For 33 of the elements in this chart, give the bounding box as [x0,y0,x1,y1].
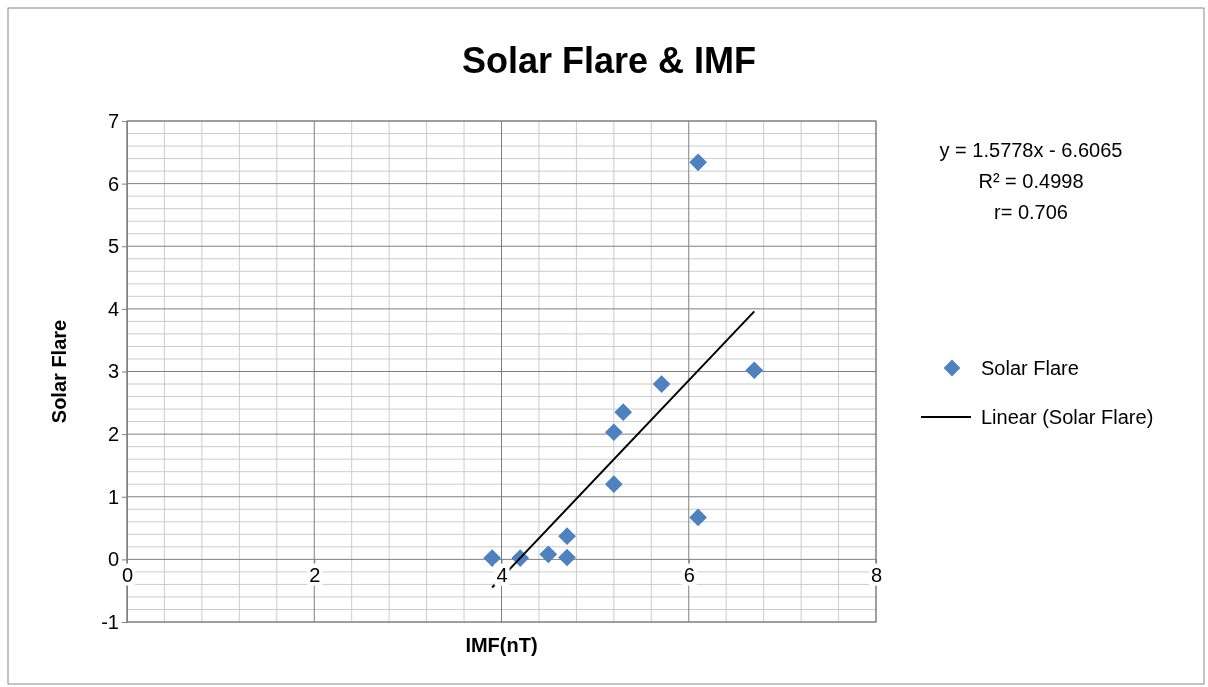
x-axis-title: IMF(nT) [465,634,538,656]
text: y = 1.5778x - 6.6065 [939,139,1123,161]
y-tick-label: 3 [107,360,119,383]
y-tick-label: 1 [107,485,119,508]
point [604,423,623,442]
y-axis-title: Solar Flare [48,319,70,424]
legend-label: Solar Flare [981,357,1079,379]
x-tick-label: 2 [309,563,321,586]
y-tick-label: 5 [107,235,119,258]
x-tick-label: 8 [870,563,883,586]
point [483,549,501,567]
point [558,527,576,546]
y-tick-label: -1 [101,610,119,633]
point [689,508,707,527]
point [614,403,633,422]
y-tick-label: 6 [107,172,119,195]
point [689,153,707,172]
y-tick-label: 4 [107,297,119,320]
y-tick-label: 2 [107,423,119,446]
legend-label: Linear (Solar Flare) [981,406,1154,428]
text: R² = 0.4998 [978,170,1084,192]
point [558,548,576,567]
y-tick-label: 0 [107,548,119,571]
text: r= 0.706 [994,201,1068,223]
point [539,545,558,564]
chart-title: Solar Flare & IMF [461,40,757,81]
point [652,375,671,393]
y-tick-label: 7 [107,109,119,132]
point [604,475,623,494]
x-tick-label: 0 [121,563,134,586]
x-tick-label: 4 [496,563,508,586]
point [745,361,764,380]
x-tick-label: 6 [683,563,695,586]
